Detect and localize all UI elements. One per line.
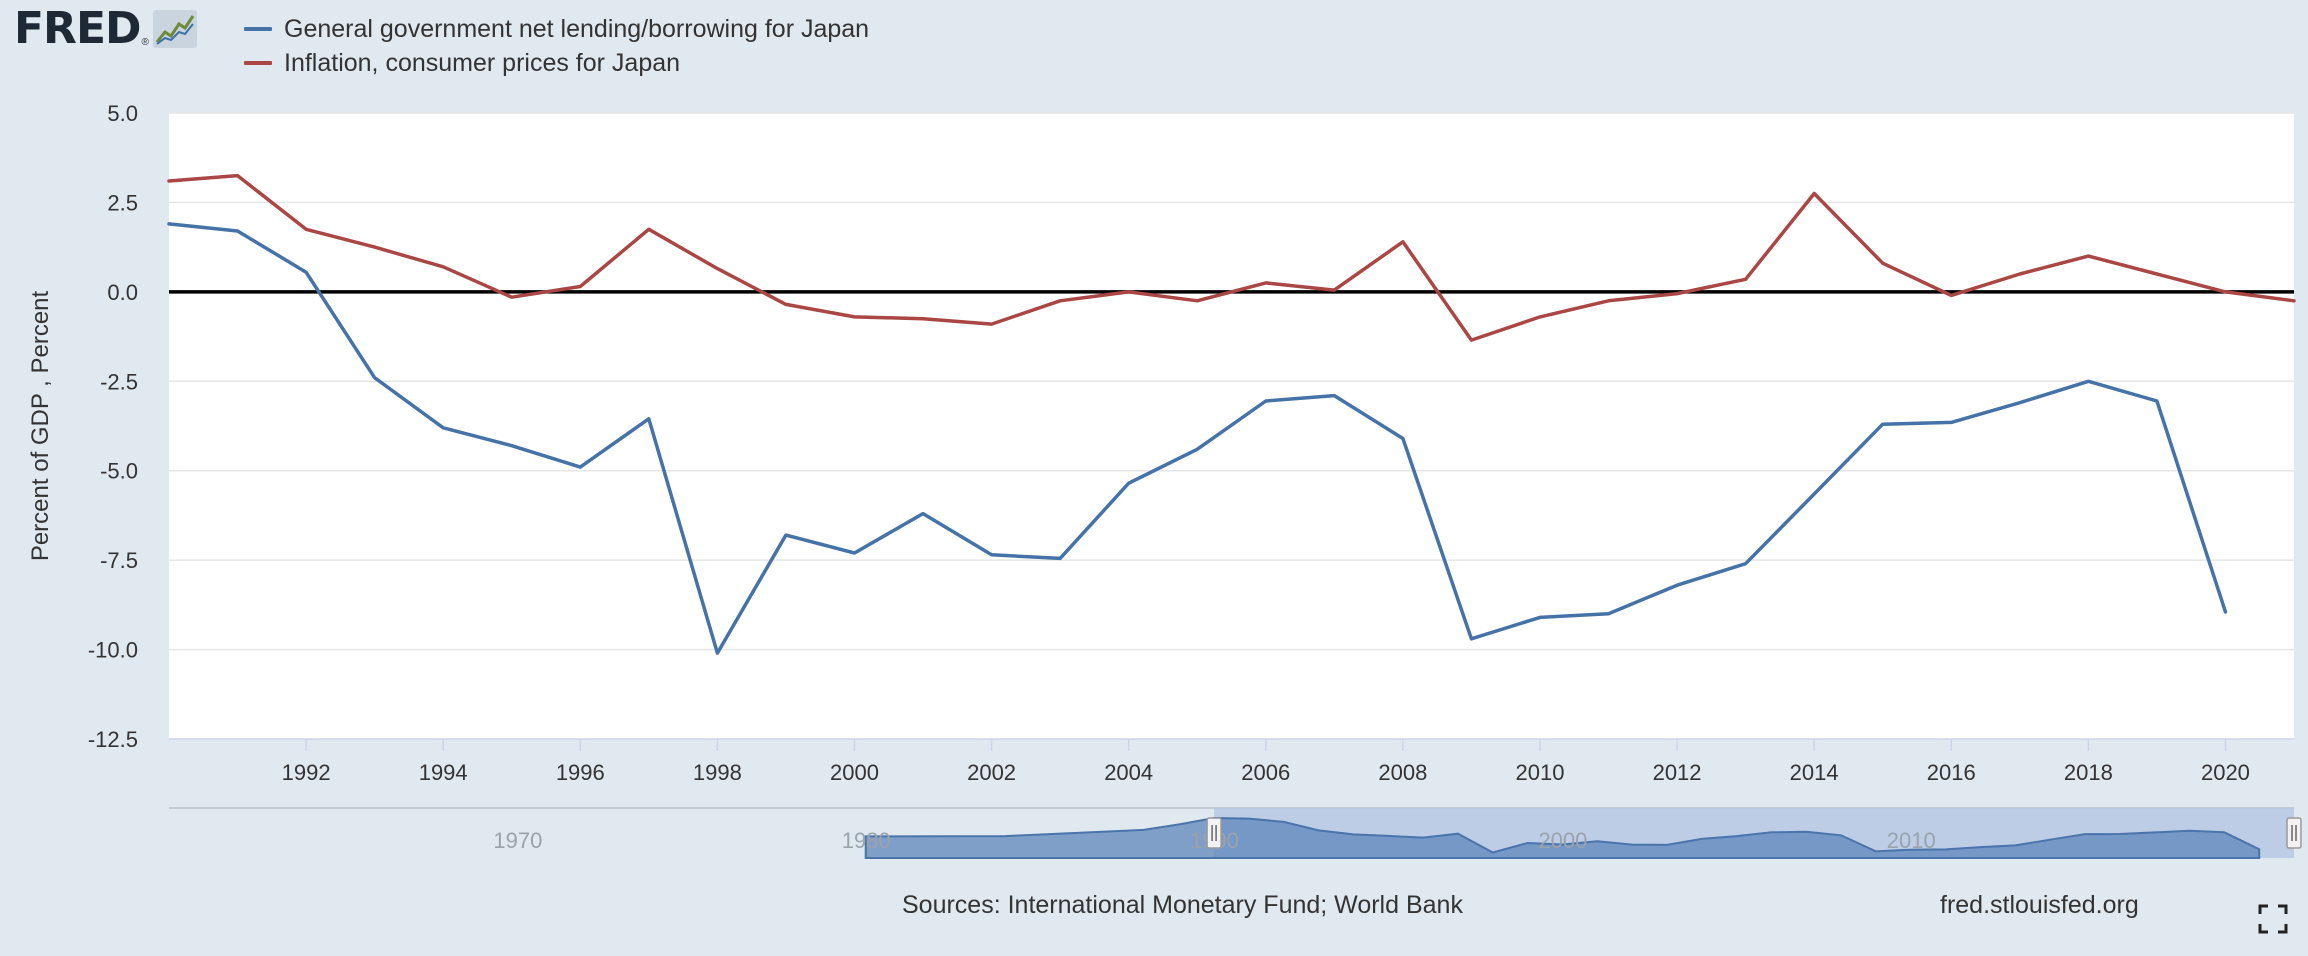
navigator-handle-left[interactable]: [1206, 817, 1222, 849]
mini-chart-icon: [152, 10, 197, 48]
y-tick-label: -2.5: [100, 369, 138, 394]
x-tick-label: 2010: [1515, 760, 1564, 785]
logo-registered-mark: ®: [141, 37, 149, 48]
x-tick-label: 1992: [282, 760, 331, 785]
y-tick-label: -5.0: [100, 459, 138, 484]
legend-swatch-net-lending: [244, 27, 272, 31]
x-tick-label: 2018: [2064, 760, 2113, 785]
navigator-labels: 19701980199020002010: [493, 828, 1935, 853]
legend-item-inflation[interactable]: Inflation, consumer prices for Japan: [244, 46, 869, 80]
legend-swatch-inflation: [244, 61, 272, 65]
x-tick-label: 2020: [2201, 760, 2250, 785]
x-axis: 1992 1994 1996 1998 2000 2002 2004 2006 2008 2010…: [169, 738, 2294, 785]
x-tick-label: 2002: [967, 760, 1016, 785]
fullscreen-icon[interactable]: [2258, 904, 2288, 934]
chart-legend: General government net lending/borrowing…: [244, 12, 869, 80]
logo-text: FRED: [14, 3, 142, 54]
navigator-label: 1970: [493, 828, 542, 853]
y-tick-label: 0.0: [107, 280, 138, 305]
series-line-inflation[interactable]: [167, 173, 2296, 342]
site-link[interactable]: fred.stlouisfed.org: [1940, 891, 2139, 919]
x-tick-label: 2000: [830, 760, 879, 785]
y-tick-label: 5.0: [107, 101, 138, 126]
source-note: Sources: International Monetary Fund; Wo…: [902, 891, 1463, 919]
y-tick-label: -10.0: [88, 638, 138, 663]
x-tick-label: 2008: [1378, 760, 1427, 785]
y-axis: 5.0 2.5 0.0 -2.5 -5.0 -7.5 -10.0 -12.5: [88, 101, 138, 752]
navigator-label: 2000: [1538, 828, 1587, 853]
series-line-net-lending[interactable]: [167, 222, 2228, 655]
navigator-label: 2010: [1887, 828, 1936, 853]
y-tick-label: 2.5: [107, 190, 138, 215]
navigator-handle-right[interactable]: [2286, 817, 2302, 849]
x-tick-label: 1994: [419, 760, 468, 785]
x-tick-label: 2006: [1241, 760, 1290, 785]
y-tick-label: -12.5: [88, 727, 138, 752]
x-tick-label: 2012: [1653, 760, 1702, 785]
x-tick-label: 2016: [1927, 760, 1976, 785]
fred-logo[interactable]: FRED ®: [14, 6, 197, 52]
y-tick-label: -7.5: [100, 548, 138, 573]
series-lines: [167, 173, 2296, 655]
x-tick-label: 2014: [1790, 760, 1839, 785]
range-navigator[interactable]: 19701980199020002010: [169, 807, 2302, 859]
y-axis-title: Percent of GDP , Percent: [27, 290, 54, 561]
x-tick-label: 2004: [1104, 760, 1153, 785]
navigator-label: 1980: [842, 828, 891, 853]
legend-label-inflation: Inflation, consumer prices for Japan: [284, 48, 681, 77]
x-tick-label: 1998: [693, 760, 742, 785]
x-tick-label: 1996: [556, 760, 605, 785]
legend-label-net-lending: General government net lending/borrowing…: [284, 14, 870, 43]
legend-item-net-lending[interactable]: General government net lending/borrowing…: [244, 12, 869, 46]
